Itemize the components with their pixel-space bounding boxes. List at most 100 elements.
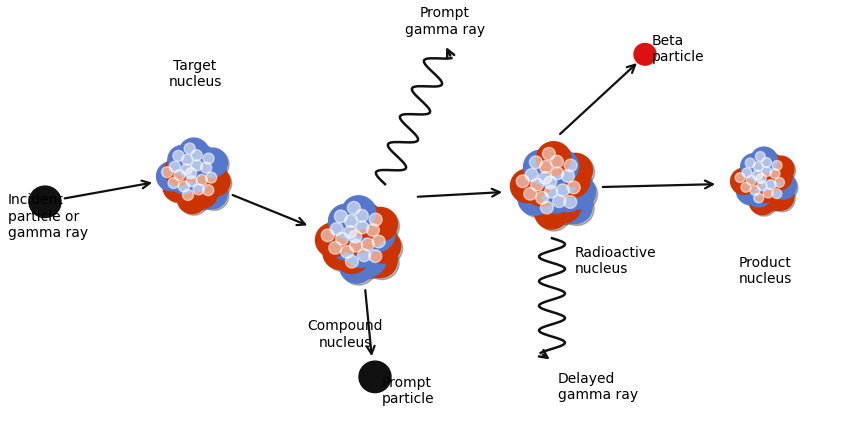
Circle shape: [540, 172, 574, 206]
Circle shape: [178, 160, 207, 190]
Circle shape: [561, 155, 595, 189]
Circle shape: [185, 168, 197, 178]
Circle shape: [324, 217, 359, 250]
Circle shape: [363, 208, 397, 241]
Circle shape: [736, 178, 763, 204]
Circle shape: [181, 154, 193, 165]
Circle shape: [758, 184, 785, 210]
Circle shape: [162, 167, 173, 178]
Circle shape: [768, 156, 794, 182]
Circle shape: [533, 166, 568, 199]
Circle shape: [769, 186, 795, 212]
Circle shape: [346, 236, 380, 269]
Circle shape: [182, 172, 212, 202]
Circle shape: [735, 173, 745, 183]
Circle shape: [181, 171, 211, 200]
Circle shape: [556, 164, 590, 197]
Circle shape: [188, 179, 217, 208]
Circle shape: [169, 161, 181, 172]
Circle shape: [742, 168, 752, 178]
Circle shape: [562, 175, 596, 209]
Circle shape: [510, 169, 544, 203]
Text: Product
nucleus: Product nucleus: [739, 256, 792, 286]
Circle shape: [524, 150, 558, 184]
Circle shape: [205, 172, 217, 183]
Circle shape: [762, 175, 788, 201]
Circle shape: [749, 189, 776, 214]
Circle shape: [29, 186, 61, 217]
Circle shape: [188, 157, 217, 186]
Circle shape: [545, 161, 579, 195]
Circle shape: [752, 170, 763, 180]
Circle shape: [748, 157, 775, 183]
Circle shape: [186, 145, 216, 174]
Circle shape: [549, 191, 583, 225]
Circle shape: [564, 196, 577, 208]
Circle shape: [750, 185, 760, 195]
Circle shape: [767, 166, 794, 192]
Circle shape: [174, 169, 185, 181]
Circle shape: [164, 156, 193, 185]
Circle shape: [341, 211, 375, 244]
Text: Prompt
gamma ray: Prompt gamma ray: [405, 6, 485, 37]
Circle shape: [203, 184, 214, 196]
Circle shape: [757, 153, 783, 179]
Circle shape: [562, 169, 574, 182]
Circle shape: [361, 238, 374, 251]
Circle shape: [537, 197, 571, 231]
Circle shape: [193, 184, 205, 195]
Circle shape: [742, 155, 769, 181]
Circle shape: [363, 220, 397, 253]
Circle shape: [740, 154, 767, 180]
Circle shape: [355, 209, 368, 222]
Circle shape: [553, 180, 586, 214]
Circle shape: [196, 175, 207, 185]
Circle shape: [751, 147, 777, 173]
Circle shape: [532, 188, 566, 221]
Circle shape: [752, 149, 779, 175]
Circle shape: [175, 178, 205, 207]
Circle shape: [198, 148, 228, 177]
Circle shape: [326, 219, 360, 253]
Circle shape: [199, 150, 229, 179]
Circle shape: [349, 204, 383, 237]
Circle shape: [535, 168, 569, 202]
Circle shape: [760, 185, 787, 211]
Circle shape: [538, 172, 552, 184]
Circle shape: [767, 184, 794, 210]
Circle shape: [520, 163, 554, 196]
Circle shape: [764, 188, 773, 198]
Circle shape: [758, 155, 785, 181]
Circle shape: [535, 196, 568, 229]
Circle shape: [200, 167, 230, 196]
Circle shape: [741, 171, 768, 197]
Circle shape: [339, 209, 373, 242]
Circle shape: [743, 172, 770, 199]
Circle shape: [173, 150, 184, 161]
Circle shape: [366, 224, 379, 236]
Circle shape: [330, 206, 365, 240]
Circle shape: [330, 227, 364, 260]
Circle shape: [758, 164, 785, 190]
Circle shape: [179, 186, 209, 215]
Circle shape: [568, 181, 580, 194]
Circle shape: [329, 204, 363, 238]
Circle shape: [369, 250, 382, 262]
Circle shape: [166, 158, 195, 187]
Circle shape: [169, 165, 199, 194]
Circle shape: [352, 205, 386, 239]
Text: Beta
particle: Beta particle: [652, 34, 704, 65]
Circle shape: [750, 159, 776, 184]
Circle shape: [634, 44, 656, 65]
Circle shape: [564, 159, 577, 172]
Circle shape: [191, 150, 202, 161]
Circle shape: [738, 180, 764, 205]
Circle shape: [553, 195, 566, 208]
Circle shape: [738, 163, 764, 189]
Circle shape: [369, 213, 382, 226]
Circle shape: [770, 169, 780, 178]
Circle shape: [366, 209, 400, 243]
Circle shape: [340, 250, 374, 283]
Circle shape: [772, 160, 782, 170]
Circle shape: [329, 241, 342, 254]
